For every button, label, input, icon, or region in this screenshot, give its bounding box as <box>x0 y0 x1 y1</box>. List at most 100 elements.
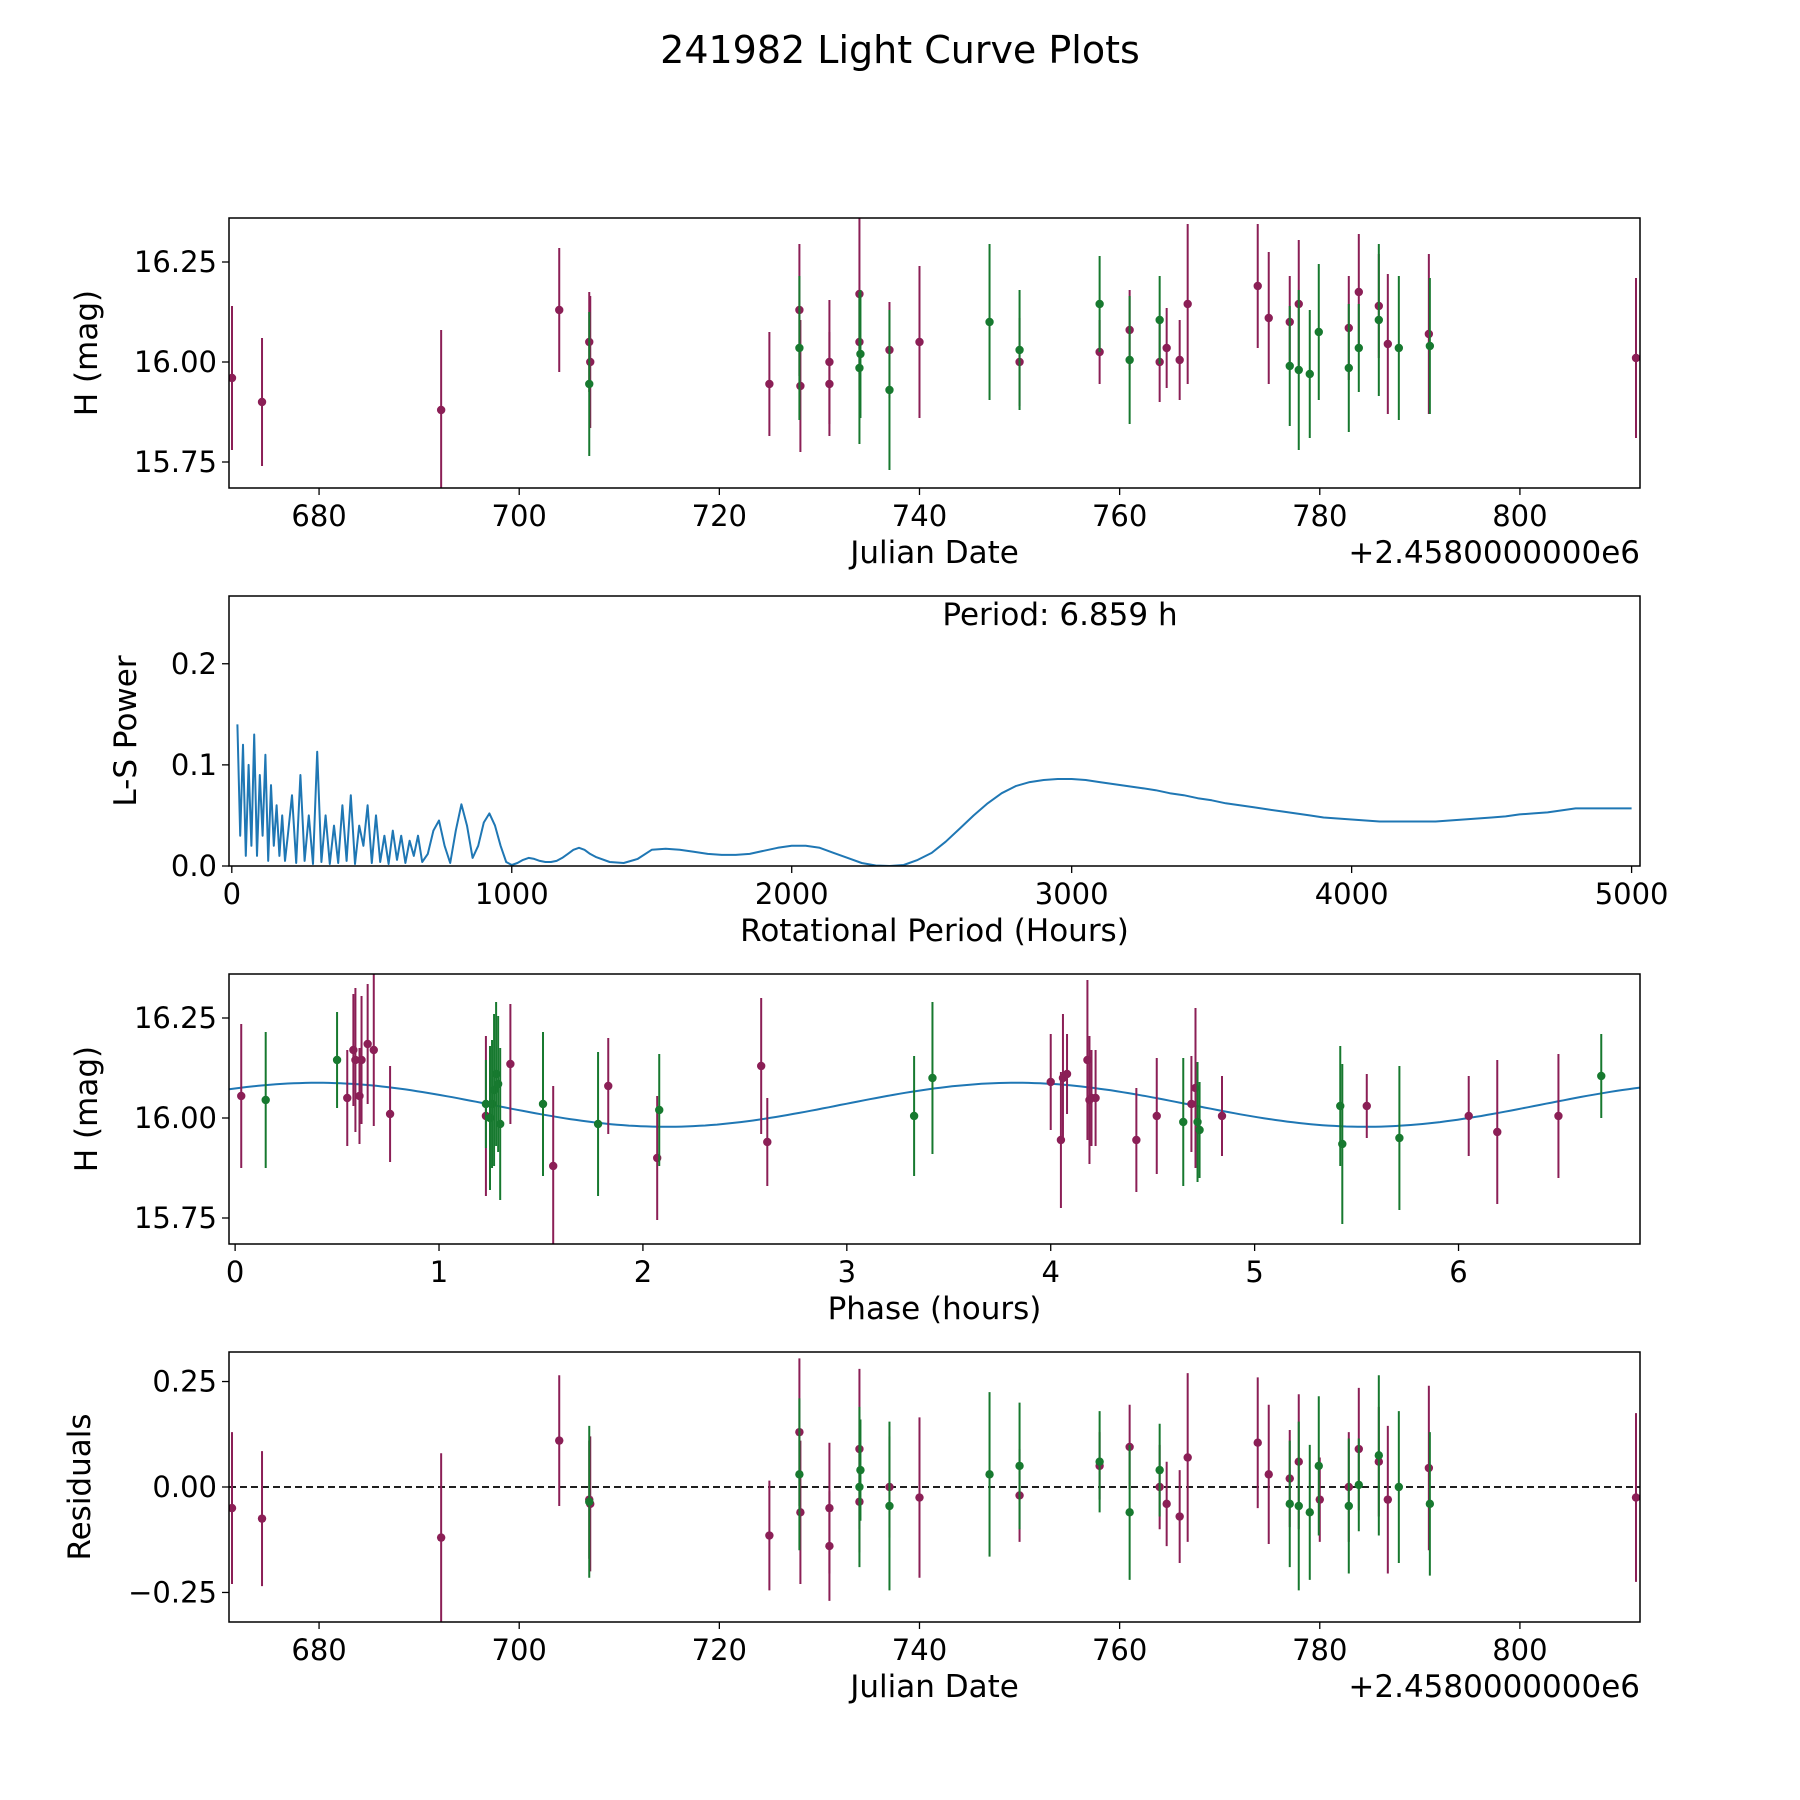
x-tick-label: 3 <box>838 1255 856 1289</box>
data-point <box>1125 1508 1134 1517</box>
data-point <box>1152 1111 1161 1121</box>
x-tick-label: 0 <box>226 1255 244 1289</box>
phased-light-curve-panel: 0 1 2 3 4 5 6 15.75 16.00 16.25 Phase (hours) H … <box>69 973 1641 1327</box>
data-point <box>229 1503 237 1513</box>
data-point <box>332 1055 342 1065</box>
data-point <box>495 1119 505 1129</box>
x-tick-label: 760 <box>1092 499 1147 533</box>
data-point <box>985 317 994 327</box>
y-tick-label: 16.00 <box>134 345 217 379</box>
data-point <box>1253 1438 1262 1447</box>
data-point <box>549 1161 558 1171</box>
data-point <box>1285 361 1294 371</box>
data-point <box>1132 1135 1141 1145</box>
data-point <box>1424 1463 1434 1473</box>
data-point <box>1175 1512 1184 1521</box>
y-tick-label: 16.25 <box>134 1001 217 1035</box>
data-point <box>765 1531 774 1540</box>
data-point <box>1187 1099 1196 1109</box>
residuals-y-ticks: −0.25 0.00 0.25 <box>128 1365 229 1609</box>
y-tick-label: 0.2 <box>171 647 217 681</box>
data-point <box>1374 1451 1384 1460</box>
x-tick-label: 1 <box>430 1255 448 1289</box>
data-point <box>585 379 594 389</box>
periodogram-x-label: Rotational Period (Hours) <box>740 913 1129 949</box>
x-tick-label: 4 <box>1041 1255 1059 1289</box>
data-point <box>385 1109 395 1119</box>
data-point <box>856 349 865 359</box>
data-point <box>1597 1071 1606 1081</box>
data-point <box>1217 1111 1227 1121</box>
data-point <box>825 379 834 389</box>
data-point <box>1179 1117 1188 1127</box>
data-point <box>909 1111 919 1121</box>
data-point <box>1162 343 1171 353</box>
x-tick-label: 680 <box>291 499 346 533</box>
residuals-offset-label: +2.4580000000e6 <box>1348 1669 1640 1705</box>
data-point <box>885 1501 894 1511</box>
x-tick-label: 4000 <box>1315 877 1389 911</box>
data-point <box>1091 1093 1100 1103</box>
data-point <box>1425 341 1435 351</box>
y-tick-label: −0.25 <box>128 1575 217 1609</box>
periodogram-frame <box>228 595 1641 867</box>
residuals-x-ticks: 680 700 720 740 760 780 800 <box>291 1622 1548 1667</box>
periodogram-y-ticks: 0.0 0.1 0.2 <box>171 647 229 883</box>
periodogram-x-ticks: 0 1000 2000 3000 4000 5000 <box>223 866 1669 911</box>
data-point <box>1015 1461 1024 1471</box>
data-point <box>1554 1111 1563 1121</box>
data-point <box>343 1093 352 1103</box>
data-point <box>1264 313 1273 323</box>
data-point <box>586 357 595 367</box>
data-point <box>1631 1493 1640 1502</box>
phased-light-curve-y-ticks: 15.75 16.00 16.25 <box>134 1001 229 1235</box>
data-point <box>1062 1069 1072 1079</box>
x-tick-label: 0 <box>223 877 241 911</box>
phased-light-curve-marks <box>229 974 1640 1244</box>
data-point <box>795 1470 804 1479</box>
x-tick-label: 5000 <box>1595 877 1669 911</box>
model-fit-curve <box>229 1081 1640 1128</box>
y-tick-label: 16.00 <box>134 1101 217 1135</box>
light-curve-frame <box>228 217 1641 489</box>
data-point <box>1305 1508 1314 1517</box>
data-point <box>1305 369 1314 379</box>
x-tick-label: 740 <box>892 1633 947 1667</box>
x-tick-label: 720 <box>692 499 747 533</box>
data-point <box>1162 1499 1171 1509</box>
x-tick-label: 800 <box>1492 1633 1547 1667</box>
x-tick-label: 800 <box>1492 499 1547 533</box>
data-point <box>363 1039 372 1049</box>
data-point <box>856 1465 865 1475</box>
x-tick-label: 780 <box>1292 499 1347 533</box>
data-point <box>237 1091 246 1101</box>
data-point <box>257 1514 267 1523</box>
data-point <box>1314 1461 1323 1471</box>
data-point <box>257 397 267 407</box>
data-point <box>1338 1139 1347 1149</box>
x-tick-label: 700 <box>492 1633 547 1667</box>
data-point <box>1425 1499 1435 1509</box>
data-point <box>1344 363 1353 373</box>
data-point <box>825 1541 834 1551</box>
data-point <box>1464 1111 1473 1121</box>
data-point <box>1285 1499 1294 1509</box>
data-point <box>1095 299 1104 309</box>
data-point <box>1294 365 1303 375</box>
residuals-marks <box>229 1358 1640 1622</box>
data-point <box>1394 1482 1404 1492</box>
data-point <box>1175 355 1184 365</box>
data-point <box>506 1059 515 1069</box>
x-tick-label: 3000 <box>1035 877 1109 911</box>
data-point <box>655 1105 664 1115</box>
data-point <box>1354 1480 1364 1490</box>
data-point <box>1374 315 1384 325</box>
data-point <box>1195 1125 1204 1135</box>
data-point <box>1155 1465 1164 1475</box>
data-point <box>885 385 894 395</box>
data-point <box>1183 299 1192 309</box>
y-tick-label: 15.75 <box>134 445 217 479</box>
data-point <box>436 1533 446 1542</box>
